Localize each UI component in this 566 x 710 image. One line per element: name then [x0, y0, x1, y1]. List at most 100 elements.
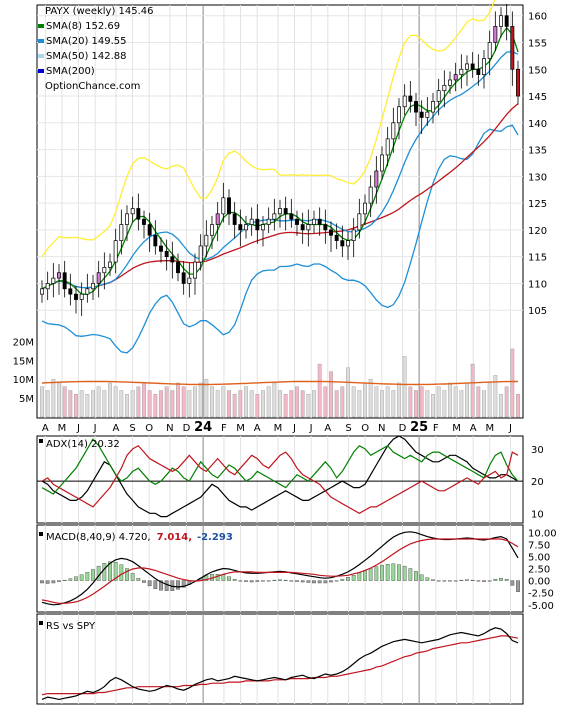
volume-bar: [79, 390, 84, 418]
adx-label: ADX(14) 20.32: [46, 439, 120, 450]
volume-bar: [244, 386, 248, 418]
candle-body: [334, 234, 339, 241]
macd-histogram-bar: [289, 580, 294, 582]
macd-histogram-bar: [232, 578, 237, 581]
macd-histogram-bar: [340, 578, 345, 581]
macd-histogram-bar: [113, 562, 118, 581]
legend-swatch: [38, 69, 44, 73]
macd-histogram-bar: [40, 580, 44, 584]
price-tick-label: 160: [528, 12, 547, 23]
candle-body: [108, 261, 112, 268]
candle-body: [85, 288, 90, 295]
volume-bar: [147, 390, 152, 418]
candle-body: [306, 224, 311, 231]
volume-bar: [306, 394, 311, 418]
candle-body: [215, 213, 220, 225]
macd-histogram-bar: [306, 580, 311, 583]
candle-body: [266, 218, 271, 225]
volume-bar: [283, 394, 288, 418]
macd-histogram-bar: [380, 564, 384, 581]
candle-body: [147, 224, 152, 236]
x-tick-label: J: [309, 423, 313, 434]
legend-swatch: [39, 532, 43, 536]
volume-bar: [45, 390, 50, 418]
macd-histogram-bar: [453, 580, 458, 582]
macd-histogram-bar: [459, 579, 464, 581]
volume-bar: [470, 363, 475, 418]
macd-histogram-bar: [57, 580, 61, 582]
volume-bar: [340, 386, 345, 418]
x-tick-label: J: [76, 423, 80, 434]
candle-body: [193, 261, 197, 279]
volume-bar: [85, 394, 90, 418]
x-tick-label: D: [183, 423, 191, 434]
candle-body: [153, 234, 158, 247]
candle-body: [244, 224, 248, 231]
macd-histogram-bar: [408, 568, 413, 581]
macd-histogram-bar: [249, 580, 254, 583]
candle-body: [385, 138, 390, 156]
rs-series-rs: [41, 627, 519, 701]
macd-histogram-bar: [368, 568, 373, 581]
candle-body: [368, 186, 373, 204]
x-tick-label: 24: [194, 420, 212, 435]
x-tick-label: A: [470, 423, 477, 434]
volume-bar: [249, 390, 254, 418]
price-tick-label: 130: [528, 172, 547, 183]
candle-body: [329, 229, 333, 236]
candle-body: [204, 234, 209, 247]
macd-histogram-bar: [74, 576, 78, 581]
macd-histogram-bar: [164, 580, 169, 591]
volume-bar: [108, 382, 112, 418]
bollinger-upper-line: [41, 0, 496, 258]
macd-histogram-bar: [51, 580, 56, 584]
volume-bar: [442, 390, 447, 418]
macd-histogram-bar: [204, 575, 209, 581]
volume-bar: [351, 386, 356, 418]
x-tick-label: S: [345, 423, 351, 434]
macd-histogram-bar: [516, 580, 520, 592]
x-tick-label: M: [236, 423, 245, 434]
candle-body: [283, 208, 288, 215]
volume-bar: [431, 394, 435, 418]
volume-bar: [363, 382, 367, 418]
legend-swatch: [39, 621, 43, 625]
macd-hist-label: -2.293: [197, 532, 233, 543]
macd-histogram-bar: [142, 580, 146, 583]
legend-label: SMA(50) 142.88: [46, 51, 127, 62]
volume-bar: [453, 386, 458, 418]
volume-bar: [227, 390, 231, 418]
volume-bar: [357, 390, 362, 418]
macd-histogram-bar: [482, 580, 486, 582]
macd-histogram-bar: [419, 574, 424, 581]
volume-bar: [482, 390, 486, 418]
candle-body: [442, 84, 447, 92]
volume-bar: [459, 390, 464, 418]
macd-histogram-bar: [323, 580, 328, 584]
macd-histogram-bar: [181, 580, 186, 588]
candle-body: [210, 224, 214, 236]
x-tick-label: F: [221, 423, 227, 434]
candle-body: [170, 256, 175, 263]
candle-body: [346, 240, 350, 247]
adx-series-di: [41, 438, 519, 495]
macd-series-signal: [41, 538, 519, 604]
volume-bar: [374, 386, 379, 418]
legend-swatch: [38, 54, 44, 58]
price-tick-label: 105: [528, 306, 547, 317]
x-tick-label: A: [113, 423, 120, 434]
macd-histogram-bar: [442, 580, 447, 582]
candle-body: [249, 218, 254, 225]
volume-bar: [334, 390, 339, 418]
volume-bar: [215, 390, 220, 418]
price-tick-label: 125: [528, 199, 547, 210]
macd-histogram-bar: [448, 580, 452, 582]
candle-body: [45, 283, 50, 290]
macd-tick-label: 7.50: [528, 540, 550, 551]
candle-body: [431, 101, 435, 113]
candle-body: [130, 208, 135, 215]
x-tick-label: A: [324, 423, 331, 434]
volume-bar: [300, 390, 305, 418]
candle-body: [414, 101, 418, 113]
macd-histogram-bar: [436, 580, 441, 582]
